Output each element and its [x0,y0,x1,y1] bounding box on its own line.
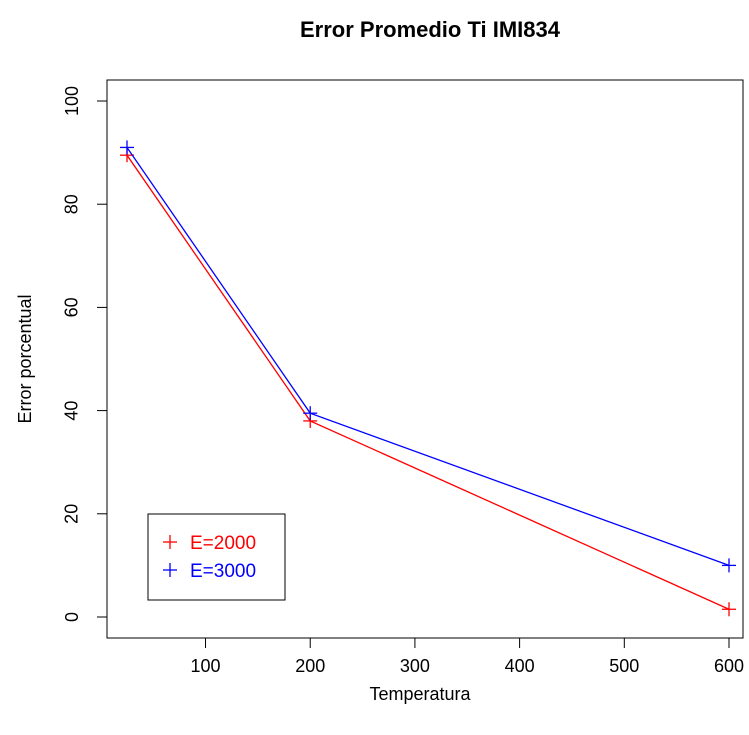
y-axis-label: Error porcentual [15,294,35,423]
x-axis: 100 200 300 400 500 600 [190,637,744,676]
y-tick-label: 80 [62,194,82,214]
data-point [120,140,134,155]
x-tick-label: 300 [400,656,430,676]
x-tick-label: 600 [714,656,744,676]
x-axis-label: Temperatura [369,684,471,704]
data-point [722,558,736,573]
x-tick-label: 200 [295,656,325,676]
y-axis: 0 20 40 60 80 100 [62,86,108,622]
legend-item: E=2000 [163,533,256,554]
legend-box [147,513,286,601]
y-tick-label: 20 [62,504,82,524]
legend-item: E=3000 [163,561,256,582]
legend-label: E=2000 [190,533,256,554]
x-tick-label: 100 [190,656,220,676]
y-tick-label: 40 [62,401,82,421]
series-2 [120,140,736,573]
series-layer [120,140,736,617]
x-tick-label: 400 [505,656,535,676]
y-tick-label: 60 [62,297,82,317]
data-point [303,406,318,421]
data-point [722,602,736,617]
chart-title: Error Promedio Ti IMI834 [300,17,561,42]
legend: E=2000 E=3000 [147,513,286,601]
y-tick-label: 0 [62,612,82,622]
y-tick-label: 100 [62,86,82,116]
x-tick-label: 500 [609,656,639,676]
legend-label: E=3000 [190,561,256,582]
series-line [126,147,730,567]
